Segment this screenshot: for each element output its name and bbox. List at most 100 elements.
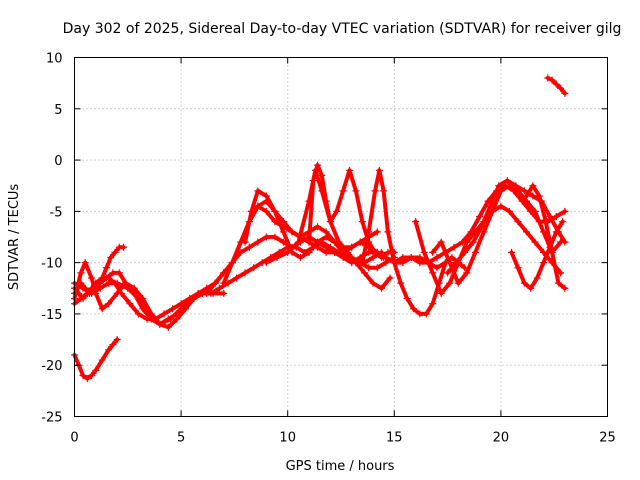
y-axis: 10 5 0 -5 -10 -15 -20 -25 bbox=[41, 52, 608, 426]
chart-title: Day 302 of 2025, Sidereal Day-to-day VTE… bbox=[63, 21, 622, 37]
y-tick-label: -20 bbox=[41, 359, 62, 374]
series-layer bbox=[71, 74, 569, 383]
data-point bbox=[124, 284, 132, 292]
x-axis-label: GPS time / hours bbox=[286, 459, 395, 474]
data-point bbox=[454, 279, 462, 287]
data-point bbox=[130, 284, 138, 292]
data-point bbox=[469, 238, 477, 246]
data-point bbox=[296, 254, 304, 262]
data-point bbox=[262, 192, 270, 200]
data-point bbox=[262, 207, 270, 215]
series-arc-12 bbox=[358, 166, 469, 318]
data-point bbox=[109, 269, 117, 277]
data-point bbox=[529, 182, 537, 190]
data-point bbox=[505, 207, 513, 215]
data-point bbox=[520, 187, 528, 195]
data-point bbox=[373, 264, 381, 272]
data-point bbox=[326, 243, 334, 251]
x-tick-label: 5 bbox=[177, 431, 185, 446]
y-axis-label: SDTVAR / TECUs bbox=[7, 184, 22, 291]
data-point bbox=[461, 248, 469, 256]
data-point bbox=[343, 248, 351, 256]
y-tick-label: -25 bbox=[41, 411, 62, 426]
data-point bbox=[241, 269, 249, 277]
data-point bbox=[169, 305, 177, 313]
series-arc-19 bbox=[544, 74, 569, 97]
data-point bbox=[173, 315, 181, 323]
data-point bbox=[83, 375, 91, 383]
x-tick-label: 20 bbox=[493, 431, 510, 446]
data-point bbox=[339, 187, 347, 195]
data-point bbox=[113, 279, 121, 287]
data-point bbox=[554, 279, 562, 287]
data-point bbox=[339, 254, 347, 262]
data-point bbox=[188, 295, 196, 303]
data-point bbox=[98, 305, 106, 313]
data-point bbox=[273, 254, 281, 262]
data-point bbox=[373, 228, 381, 236]
data-point bbox=[254, 187, 262, 195]
data-point bbox=[145, 310, 153, 318]
data-point bbox=[546, 212, 554, 220]
data-point bbox=[79, 371, 87, 379]
x-tick-label: 0 bbox=[70, 431, 78, 446]
data-point bbox=[378, 254, 386, 262]
data-point bbox=[561, 238, 569, 246]
data-point bbox=[279, 218, 287, 226]
data-point bbox=[358, 259, 366, 267]
data-point bbox=[420, 248, 428, 256]
series-line bbox=[72, 281, 226, 327]
data-point bbox=[452, 259, 460, 267]
data-point bbox=[508, 248, 516, 256]
data-point bbox=[463, 238, 471, 246]
data-point bbox=[113, 336, 121, 344]
data-point bbox=[371, 187, 379, 195]
data-point bbox=[535, 192, 543, 200]
series-arc-18 bbox=[522, 182, 569, 292]
y-tick-label: -15 bbox=[41, 308, 62, 323]
data-point bbox=[209, 289, 217, 297]
data-point bbox=[386, 274, 394, 282]
x-tick-label: 25 bbox=[599, 431, 616, 446]
data-point bbox=[134, 310, 142, 318]
data-point bbox=[446, 259, 454, 267]
series-arc-15 bbox=[429, 182, 565, 287]
data-point bbox=[160, 310, 168, 318]
data-point bbox=[399, 254, 407, 262]
data-point bbox=[552, 228, 560, 236]
series-line bbox=[430, 183, 563, 286]
grid bbox=[74, 57, 608, 417]
y-tick-label: 10 bbox=[46, 52, 63, 67]
data-point bbox=[271, 207, 279, 215]
data-point bbox=[514, 218, 522, 226]
data-point bbox=[215, 284, 223, 292]
data-point bbox=[495, 182, 503, 190]
data-point bbox=[88, 289, 96, 297]
data-point bbox=[335, 238, 343, 246]
data-point bbox=[369, 279, 377, 287]
data-point bbox=[156, 320, 164, 328]
data-point bbox=[262, 233, 270, 241]
data-point bbox=[211, 279, 219, 287]
data-point bbox=[105, 346, 113, 354]
data-point bbox=[544, 74, 552, 82]
data-point bbox=[314, 243, 322, 251]
series-arc-16 bbox=[444, 177, 569, 277]
data-point bbox=[294, 238, 302, 246]
data-point bbox=[88, 371, 96, 379]
data-point bbox=[540, 259, 548, 267]
data-point bbox=[288, 228, 296, 236]
data-point bbox=[250, 264, 258, 272]
data-point bbox=[480, 228, 488, 236]
series-arc-6 bbox=[71, 279, 228, 328]
data-point bbox=[416, 310, 424, 318]
y-tick-label: -10 bbox=[41, 257, 62, 272]
series-line bbox=[72, 260, 205, 330]
data-point bbox=[542, 218, 550, 226]
data-point bbox=[245, 243, 253, 251]
data-point bbox=[531, 207, 539, 215]
data-point bbox=[371, 248, 379, 256]
data-point bbox=[450, 243, 458, 251]
data-point bbox=[384, 228, 392, 236]
data-point bbox=[352, 259, 360, 267]
